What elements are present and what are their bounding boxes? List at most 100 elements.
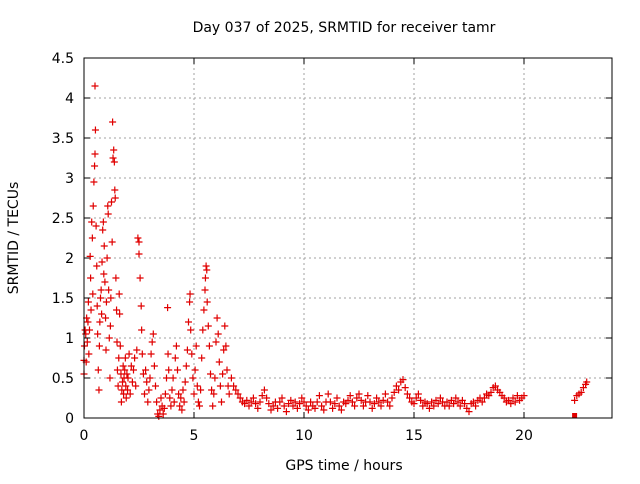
data-point <box>146 374 154 382</box>
data-point <box>125 350 133 358</box>
data-point <box>469 398 477 406</box>
data-point <box>92 222 100 230</box>
data-point <box>137 302 145 310</box>
data-point <box>94 366 102 374</box>
data-point <box>121 354 129 362</box>
data-point <box>116 310 124 318</box>
data-point <box>190 390 198 398</box>
data-point <box>93 262 101 270</box>
data-point <box>252 400 260 408</box>
y-tick-label: 3 <box>65 171 74 187</box>
data-point <box>178 406 186 414</box>
data-point <box>287 396 295 404</box>
data-point <box>105 334 113 342</box>
data-point <box>98 310 106 318</box>
data-point <box>443 398 451 406</box>
data-point <box>211 374 219 382</box>
data-point <box>141 390 148 398</box>
data-point <box>348 398 356 406</box>
y-tick-label: 0 <box>65 411 74 427</box>
data-point <box>274 404 282 412</box>
data-point <box>185 318 192 326</box>
data-point <box>175 390 183 398</box>
data-point <box>186 298 194 306</box>
data-point <box>298 394 306 402</box>
data-point <box>395 386 403 394</box>
data-point <box>335 402 343 410</box>
data-point <box>98 258 106 266</box>
data-point <box>91 162 99 170</box>
data-point <box>196 402 203 410</box>
data-point <box>126 390 134 398</box>
data-point <box>97 286 105 294</box>
data-point <box>209 402 217 410</box>
data-point <box>300 398 308 406</box>
y-tick-label: 1.5 <box>52 291 74 307</box>
data-point <box>89 202 97 210</box>
data-point <box>203 266 211 274</box>
data-point <box>201 274 209 282</box>
data-point <box>109 118 117 126</box>
data-point <box>191 366 199 374</box>
data-point <box>236 394 244 402</box>
data-point <box>232 386 240 394</box>
data-point <box>201 286 209 294</box>
data-point <box>227 374 235 382</box>
data-point <box>111 194 119 202</box>
data-point <box>108 238 116 246</box>
data-point <box>513 392 521 400</box>
data-point <box>143 378 151 386</box>
data-point <box>172 342 180 350</box>
data-point <box>135 238 143 246</box>
data-point <box>221 322 229 330</box>
x-tick-label: 0 <box>80 428 89 444</box>
data-point <box>311 404 319 412</box>
data-point <box>106 374 114 382</box>
data-point <box>109 154 117 162</box>
data-point <box>399 376 407 384</box>
data-point <box>111 186 119 194</box>
y-tick-label: 4.5 <box>52 51 74 67</box>
data-point <box>331 400 339 408</box>
x-tick-label: 5 <box>190 428 199 444</box>
data-point <box>93 302 101 310</box>
data-point <box>192 342 200 350</box>
y-tick-label: 1 <box>65 331 74 347</box>
data-point <box>370 400 378 408</box>
data-point <box>410 400 418 408</box>
data-point <box>115 354 123 362</box>
data-point <box>215 358 223 366</box>
data-point <box>282 408 290 416</box>
data-point <box>403 390 411 398</box>
data-point <box>134 234 142 242</box>
data-point <box>254 404 262 412</box>
data-point <box>511 398 519 406</box>
y-tick-label: 2 <box>65 251 74 267</box>
data-point <box>113 338 121 346</box>
data-point <box>436 394 444 402</box>
data-point <box>86 252 94 260</box>
data-point <box>357 396 365 404</box>
data-point <box>179 386 187 394</box>
data-point <box>99 226 107 234</box>
data-point <box>355 390 363 398</box>
data-point <box>487 388 495 396</box>
data-point <box>132 382 140 390</box>
data-point <box>220 346 228 354</box>
data-point <box>95 386 103 394</box>
data-point <box>293 404 301 412</box>
data-point <box>131 354 139 362</box>
data-point <box>189 374 197 382</box>
data-point <box>119 362 127 370</box>
data-point <box>256 398 264 406</box>
data-point <box>337 406 345 414</box>
data-point <box>289 402 297 410</box>
data-point <box>359 402 367 410</box>
data-point <box>153 398 161 406</box>
data-point <box>166 394 174 402</box>
data-point <box>116 342 124 350</box>
data-point <box>406 394 414 402</box>
data-point <box>423 400 431 408</box>
data-point <box>87 306 95 314</box>
y-tick-label: 0.5 <box>52 371 74 387</box>
